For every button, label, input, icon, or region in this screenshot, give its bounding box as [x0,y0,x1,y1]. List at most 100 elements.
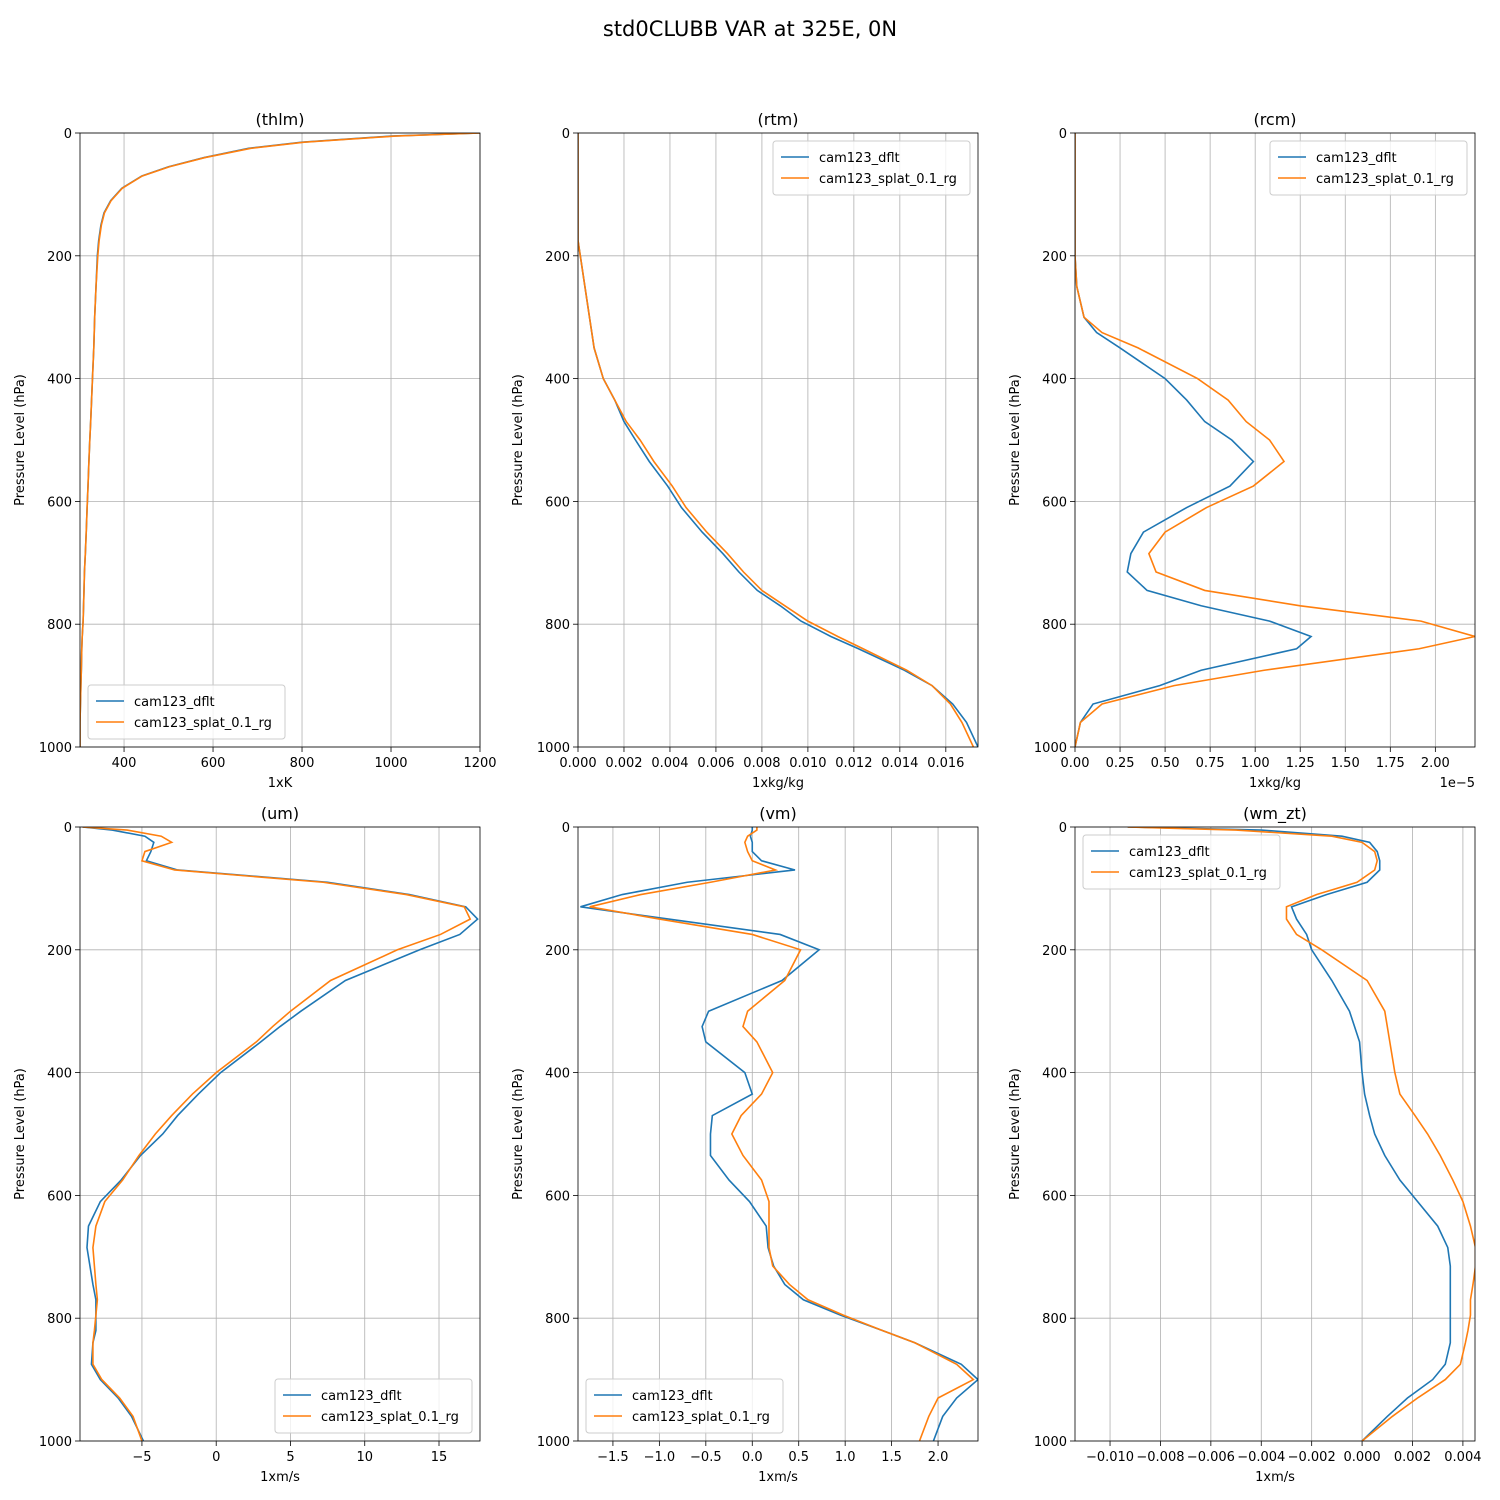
y-tick-label: 800 [1042,618,1067,633]
legend-box [1269,140,1468,196]
x-offset-label: 1e−5 [1440,776,1475,791]
legend-label: cam123_dflt [819,151,900,166]
x-tick-label: −1.0 [644,1450,676,1465]
y-tick-label: 0 [1059,821,1067,836]
legend: cam123_dflt cam123_splat_0.1_rg [87,684,286,740]
legend-label: cam123_splat_0.1_rg [321,1410,459,1425]
legend-label: cam123_splat_0.1_rg [1129,866,1267,881]
x-tick-label: 0.004 [651,756,688,771]
series-line [1127,827,1452,1441]
x-tick-label: 0.000 [559,756,596,771]
x-tick-label: 0.75 [1196,756,1225,771]
x-axis-label: 1xK [268,776,293,791]
x-tick-label: −5 [132,1450,151,1465]
x-tick-label: −1.5 [597,1450,629,1465]
y-tick-label: 1000 [1034,741,1067,756]
y-tick-label: 400 [1042,1067,1067,1082]
y-tick-label: 0 [64,821,72,836]
series-line [1075,133,1313,747]
legend: cam123_dflt cam123_splat_0.1_rg [585,1378,784,1434]
y-tick-label: 400 [47,373,72,388]
axes-frame [1074,826,1476,1442]
series-line [82,827,472,1441]
x-tick-label: −0.002 [1288,1450,1336,1465]
x-tick-label: −0.006 [1187,1450,1235,1465]
plot-area [1075,133,1475,747]
x-tick-label: 0 [212,1450,220,1465]
legend-label: cam123_splat_0.1_rg [1316,172,1454,187]
y-axis-label: Pressure Level (hPa) [511,1068,526,1200]
y-tick-label: 400 [545,1067,570,1082]
series-line [1075,133,1475,747]
x-tick-label: 1.25 [1286,756,1315,771]
legend: cam123_dflt cam123_splat_0.1_rg [1082,834,1281,890]
subplot-title: (vm) [759,804,797,823]
y-tick-label: 600 [47,1189,72,1204]
y-tick-label: 800 [545,618,570,633]
lines [82,827,479,1441]
legend-label: cam123_dflt [1316,151,1397,166]
x-tick-label: 0.008 [743,756,780,771]
x-tick-label: 800 [290,756,315,771]
figure-title: std0CLUBB VAR at 325E, 0N [603,17,897,41]
y-tick-label: 800 [47,1312,72,1327]
axes-frame [79,132,481,748]
x-axis-label: 1xkg/kg [752,776,804,791]
y-axis-label: Pressure Level (hPa) [13,1068,28,1200]
x-tick-label: −0.5 [690,1450,722,1465]
subplot: 400 600 800 1000 1200 0 200 400 600 800 1000 (thlm)… [13,110,497,791]
y-tick-label: 200 [1042,944,1067,959]
x-tick-label: 15 [431,1450,448,1465]
legend: cam123_dflt cam123_splat_0.1_rg [274,1378,473,1434]
x-tick-label: 1.50 [1331,756,1360,771]
x-tick-label: −0.004 [1237,1450,1285,1465]
subplot-title: (rtm) [758,110,799,129]
x-axis-label: 1xm/s [1255,1470,1295,1485]
series-line [1127,827,1475,1441]
legend-label: cam123_splat_0.1_rg [819,172,957,187]
plot-area [80,827,480,1441]
axes-frame [1074,132,1476,748]
plot-area [80,133,480,747]
legend-box [772,140,971,196]
y-tick-label: 800 [47,618,72,633]
x-tick-label: 0.5 [788,1450,809,1465]
y-axis-label: Pressure Level (hPa) [1008,1068,1023,1200]
legend-box [585,1378,784,1434]
x-tick-label: 10 [356,1450,373,1465]
y-tick-label: 200 [47,250,72,265]
y-tick-label: 400 [545,373,570,388]
series-line [578,133,975,747]
x-axis-label: 1xm/s [260,1470,300,1485]
y-axis-label: Pressure Level (hPa) [1008,374,1023,506]
legend-label: cam123_dflt [1129,845,1210,860]
lines [578,133,978,747]
subplot: −1.5 −1.0 −0.5 0.0 0.5 1.0 1.5 2.0 0 200 400 600 800… [511,804,979,1485]
plot-area [578,133,978,747]
subplot: −5 0 5 10 15 0 200 400 600 800 1000 (um) 1xm/s Pressu… [13,804,481,1485]
legend-box [87,684,286,740]
y-tick-label: 200 [47,944,72,959]
subplot: 0.000 0.002 0.004 0.006 0.008 0.010 0.012 0.014… [511,110,979,791]
x-tick-label: 1000 [374,756,407,771]
x-tick-label: 0.000 [1343,1450,1380,1465]
lines [1127,827,1475,1441]
x-axis-label: 1xm/s [758,1470,798,1485]
y-tick-label: 400 [47,1067,72,1082]
x-tick-label: 0.002 [605,756,642,771]
lines [80,133,480,747]
y-tick-label: 400 [1042,373,1067,388]
x-tick-label: 600 [201,756,226,771]
subplot-title: (rcm) [1253,110,1296,129]
y-axis-label: Pressure Level (hPa) [13,374,28,506]
legend-label: cam123_dflt [134,695,215,710]
x-tick-label: 0.004 [1444,1450,1481,1465]
y-tick-label: 600 [47,495,72,510]
y-tick-label: 800 [545,1312,570,1327]
legend: cam123_dflt cam123_splat_0.1_rg [772,140,971,196]
y-tick-label: 600 [545,495,570,510]
x-tick-label: 2.0 [928,1450,949,1465]
axes-frame [577,132,979,748]
x-tick-label: 0.014 [881,756,918,771]
axes-frame [79,826,481,1442]
